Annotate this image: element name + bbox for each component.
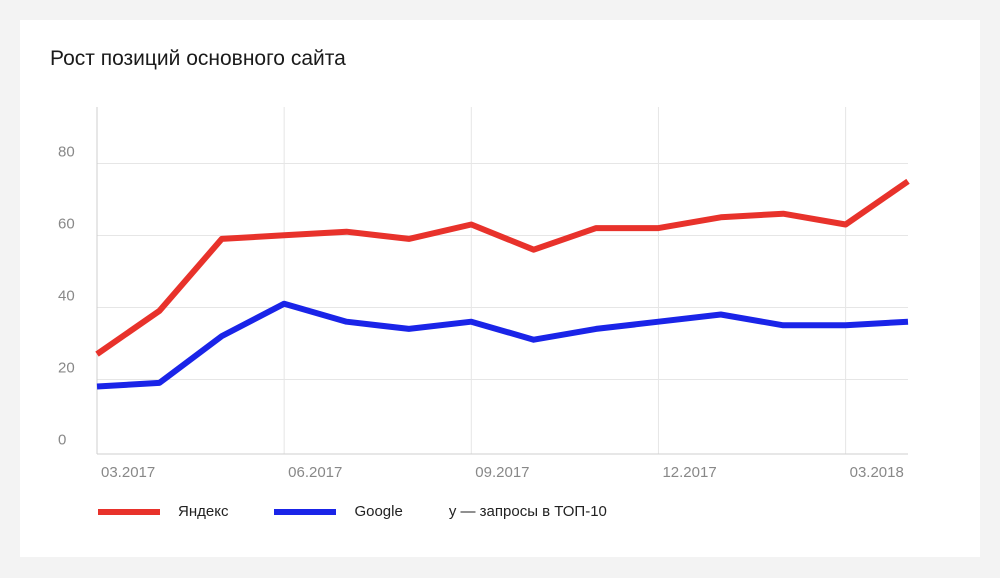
legend-y-axis-note: у — запросы в ТОП-10 <box>448 503 607 520</box>
y-tick-label: 20 <box>58 360 75 377</box>
series-line-google <box>96 300 909 390</box>
legend-item-google: Google <box>274 503 403 520</box>
line-chart: 0 20 40 60 80 03.2017 06.2017 09.2017 12.2017 03.… <box>58 107 910 481</box>
y-tick-label: 60 <box>58 216 75 233</box>
x-tick-label: 06.2017 <box>288 464 342 481</box>
x-tick-label: 03.2018 <box>850 464 904 481</box>
y-tick-label: 0 <box>58 432 66 449</box>
x-tick-label: 12.2017 <box>662 464 716 481</box>
chart-card: Рост позиций основного сайта 0 20 40 60 80 03… <box>20 20 980 557</box>
legend-label-google: Google <box>354 503 403 520</box>
legend-item-yandex: Яндекс <box>98 503 228 520</box>
y-tick-label: 40 <box>58 288 75 305</box>
x-tick-label: 03.2017 <box>101 464 155 481</box>
x-tick-label: 09.2017 <box>475 464 529 481</box>
series-line-yandex <box>95 178 910 357</box>
legend-swatch-yandex <box>98 508 160 515</box>
y-tick-label: 80 <box>58 144 75 161</box>
chart-title: Рост позиций основного сайта <box>50 47 346 70</box>
legend-swatch-google <box>274 508 337 515</box>
chart-legend: Яндекс Google у — запросы в ТОП-10 <box>98 503 607 520</box>
legend-label-yandex: Яндекс <box>178 503 229 520</box>
